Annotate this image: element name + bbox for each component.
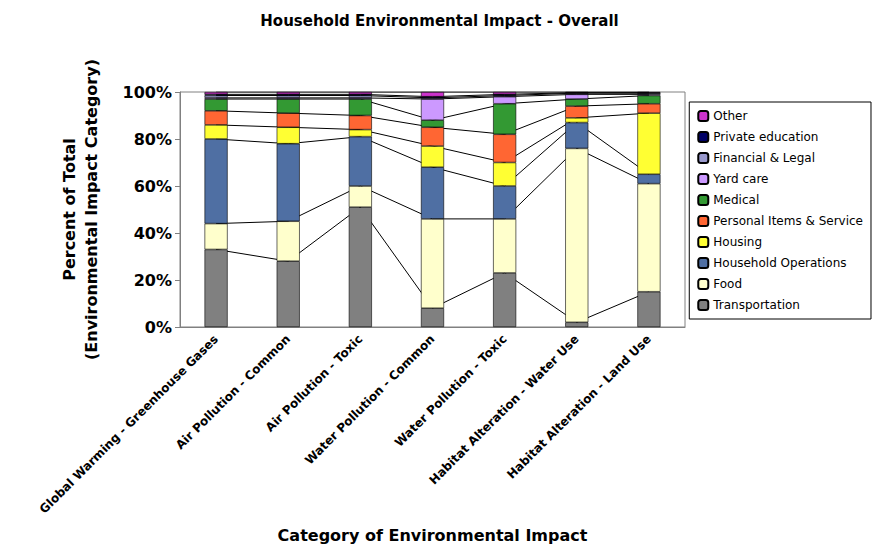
svg-text:60%: 60% [134, 177, 172, 196]
svg-text:40%: 40% [134, 224, 172, 243]
svg-text:20%: 20% [134, 271, 172, 290]
svg-text:Air Pollution - Toxic: Air Pollution - Toxic [262, 332, 366, 435]
svg-text:Yard care: Yard care [712, 172, 768, 186]
svg-text:Water Pollution - Common: Water Pollution - Common [302, 332, 437, 467]
svg-text:80%: 80% [134, 130, 172, 149]
svg-text:Transportation: Transportation [712, 298, 800, 312]
svg-text:Private education: Private education [713, 130, 818, 144]
svg-text:Personal Items & Service: Personal Items & Service [713, 214, 863, 228]
svg-text:Habitat Alteration - Land Use: Habitat Alteration - Land Use [504, 332, 654, 482]
svg-text:Water Pollution - Toxic: Water Pollution - Toxic [392, 332, 510, 450]
svg-text:Financial & Legal: Financial & Legal [713, 151, 815, 165]
svg-text:100%: 100% [123, 83, 172, 102]
svg-text:Air Pollution - Common: Air Pollution - Common [173, 332, 293, 452]
svg-text:Housing: Housing [713, 235, 762, 249]
svg-text:Household Environmental Impact: Household Environmental Impact - Overall [260, 12, 618, 30]
svg-text:Category of Environmental Impa: Category of Environmental Impact [278, 526, 588, 545]
svg-text:0%: 0% [145, 318, 172, 337]
svg-text:Household Operations: Household Operations [713, 256, 846, 270]
svg-text:Global Warming - Greenhouse Ga: Global Warming - Greenhouse Gases [36, 332, 221, 517]
svg-text:(Environmental Impact Category: (Environmental Impact Category) [82, 59, 101, 360]
svg-text:Percent of Total: Percent of Total [60, 138, 79, 281]
svg-text:Medical: Medical [713, 193, 759, 207]
svg-text:Other: Other [713, 109, 747, 123]
svg-text:Food: Food [713, 277, 742, 291]
svg-text:Habitat Alteration - Water Use: Habitat Alteration - Water Use [427, 332, 582, 487]
